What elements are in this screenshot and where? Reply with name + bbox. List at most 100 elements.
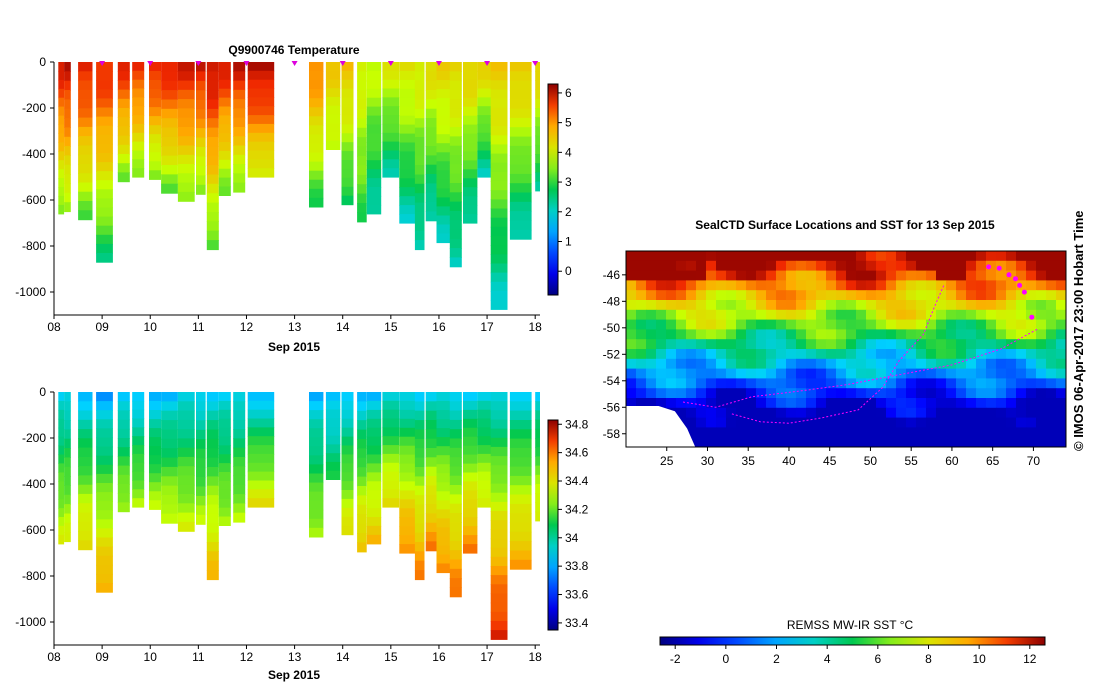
sst-cell bbox=[966, 398, 977, 409]
profile-cell bbox=[449, 257, 462, 268]
profile-cell bbox=[58, 427, 65, 438]
profile-cell bbox=[535, 419, 540, 430]
profile-cell bbox=[425, 448, 438, 458]
profile-cell bbox=[449, 401, 462, 412]
profile-cell bbox=[535, 502, 540, 513]
profile-cell bbox=[309, 482, 324, 493]
sst-cell bbox=[976, 260, 987, 272]
sst-cell bbox=[656, 388, 667, 399]
sst-cell bbox=[706, 270, 717, 281]
colorbar-tick-label: 12 bbox=[1023, 652, 1037, 666]
profile-cell bbox=[149, 500, 161, 510]
profile-cell bbox=[425, 466, 438, 477]
profile-column bbox=[436, 62, 451, 244]
profile-cell bbox=[425, 457, 438, 468]
profile-cell bbox=[425, 108, 438, 119]
profile-column bbox=[449, 392, 462, 598]
profile-cell bbox=[78, 429, 93, 439]
sst-cell bbox=[696, 417, 707, 428]
map-frame bbox=[625, 250, 1067, 448]
profile-cell bbox=[382, 480, 400, 490]
profile-cell bbox=[233, 429, 246, 439]
profile-cell bbox=[247, 445, 275, 455]
sst-cell bbox=[666, 319, 677, 330]
sst-cell bbox=[956, 417, 967, 428]
profile-cell bbox=[96, 180, 113, 190]
profile-cell bbox=[357, 533, 367, 543]
profile-cell bbox=[509, 485, 532, 496]
sst-cell bbox=[786, 398, 797, 409]
profile-cell bbox=[414, 137, 425, 147]
profile-cell bbox=[366, 499, 382, 509]
profile-cell bbox=[117, 80, 130, 91]
sst-cell bbox=[656, 319, 667, 330]
profile-cell bbox=[309, 80, 324, 90]
profile-cell bbox=[58, 508, 65, 518]
sst-cell bbox=[856, 417, 867, 428]
colorbar-gradient bbox=[547, 83, 559, 296]
sst-cell bbox=[1026, 300, 1037, 311]
profile-column bbox=[58, 392, 65, 545]
profile-cell bbox=[414, 240, 425, 251]
sst-cell bbox=[636, 358, 647, 370]
sst-cell bbox=[756, 358, 767, 370]
profile-cell bbox=[58, 481, 65, 491]
sst-cell bbox=[746, 358, 757, 370]
profile-cell bbox=[233, 136, 246, 147]
profile-cell bbox=[366, 195, 382, 206]
sst-cell bbox=[736, 407, 747, 419]
sst-cell bbox=[786, 437, 797, 447]
sst-cell bbox=[836, 251, 847, 262]
profile-cell bbox=[64, 183, 71, 194]
profile-cell bbox=[414, 230, 425, 241]
profile-cell bbox=[414, 467, 425, 477]
sst-cell bbox=[916, 339, 927, 350]
profile-cell bbox=[64, 504, 71, 514]
sst-cell bbox=[776, 309, 787, 321]
sst-cell bbox=[816, 290, 827, 301]
profile-cell bbox=[366, 62, 382, 72]
sst-cell bbox=[726, 407, 737, 419]
profile-cell bbox=[161, 504, 178, 515]
sst-cell bbox=[926, 427, 937, 438]
profile-cell bbox=[477, 400, 492, 411]
profile-cell bbox=[149, 107, 161, 117]
profile-cell bbox=[382, 462, 400, 473]
sst-cell bbox=[956, 358, 967, 370]
sst-cell bbox=[876, 388, 887, 399]
sst-cell bbox=[986, 339, 997, 350]
profile-cell bbox=[233, 62, 246, 72]
profile-cell bbox=[399, 124, 417, 135]
sst-cell bbox=[806, 270, 817, 281]
sst-cell bbox=[726, 378, 737, 389]
sst-cell bbox=[1056, 388, 1066, 399]
profile-cell bbox=[196, 410, 206, 421]
sst-cell bbox=[1006, 388, 1017, 399]
profile-cell bbox=[399, 418, 417, 429]
profile-cell bbox=[357, 203, 367, 213]
sst-cell bbox=[736, 398, 747, 409]
profile-cell bbox=[449, 447, 462, 458]
sst-cell bbox=[816, 251, 827, 262]
profile-cell bbox=[218, 507, 231, 518]
sst-cell bbox=[936, 437, 947, 447]
sst-cell bbox=[746, 329, 757, 340]
profile-cell bbox=[449, 494, 462, 505]
profile-cell bbox=[436, 455, 451, 465]
sst-cell bbox=[906, 290, 917, 301]
profile-cell bbox=[206, 240, 219, 251]
sst-cell bbox=[1056, 417, 1066, 428]
profile-column bbox=[206, 392, 219, 581]
profile-cell bbox=[64, 136, 71, 147]
profile-cell bbox=[96, 573, 113, 584]
sst-cell bbox=[686, 300, 697, 311]
profile-cell bbox=[357, 80, 367, 91]
sst-cell bbox=[1016, 270, 1027, 281]
sst-cell bbox=[776, 339, 787, 350]
profile-cell bbox=[206, 165, 219, 176]
sst-cell bbox=[1056, 349, 1066, 360]
profile-cell bbox=[509, 438, 532, 449]
sst-cell bbox=[906, 251, 917, 262]
sst-cell bbox=[816, 368, 827, 379]
profile-cell bbox=[132, 498, 145, 508]
